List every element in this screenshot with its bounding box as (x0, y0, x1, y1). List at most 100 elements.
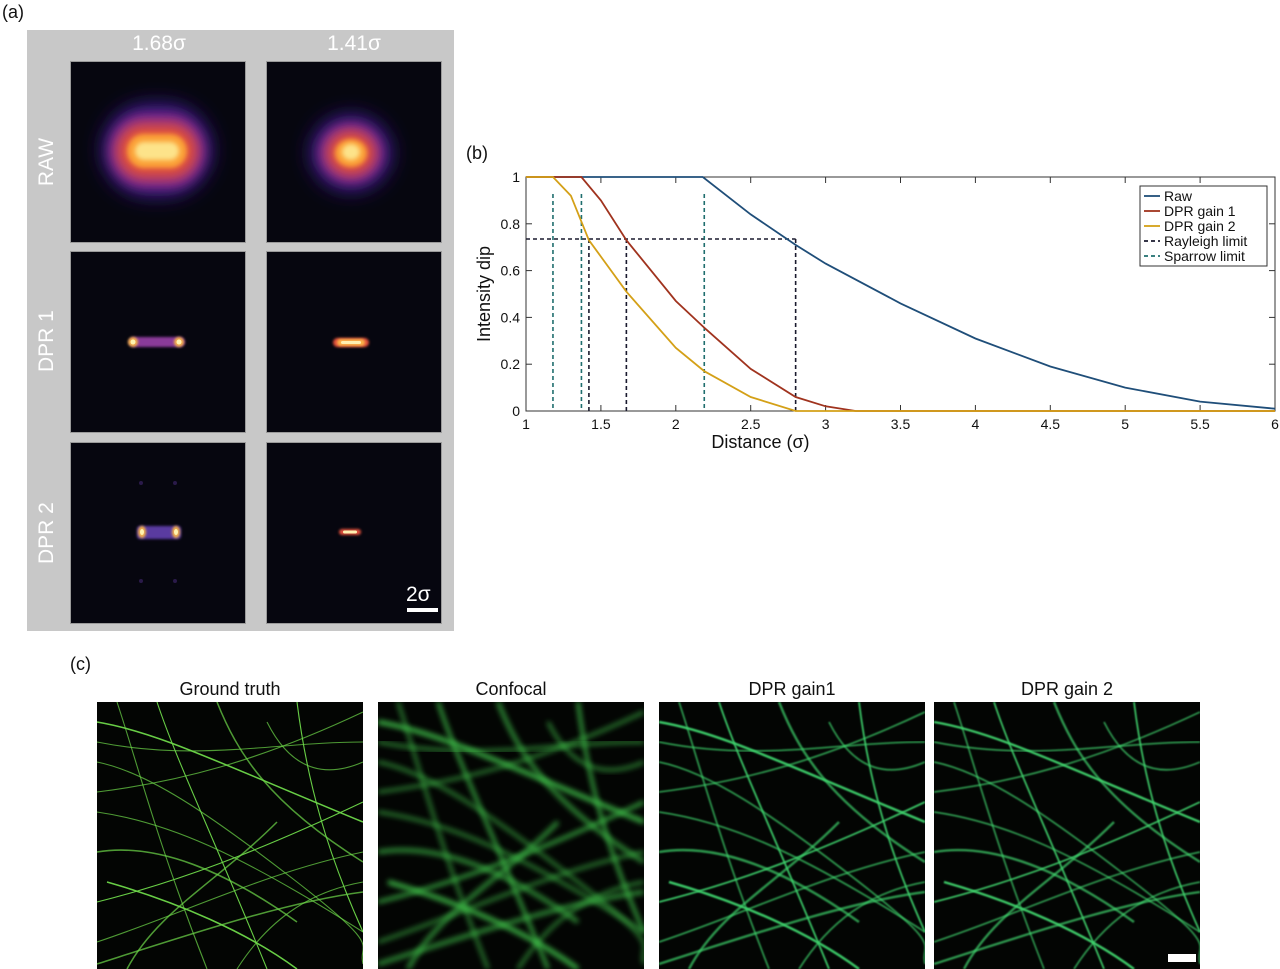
filament (659, 851, 925, 943)
filament (97, 801, 363, 903)
title-dpr-gain2: DPR gain 2 (1020, 679, 1114, 699)
filament (296, 702, 363, 933)
filament (678, 702, 770, 969)
filament (378, 850, 644, 944)
filament (97, 849, 298, 923)
filament (934, 741, 1200, 752)
x-tick-label: 5.5 (1190, 416, 1210, 432)
psf-image-dpr1-1 (70, 251, 246, 433)
filament (962, 821, 1115, 969)
row-heading-dpr2: DPR 2 (35, 502, 58, 564)
microscopy-dpr-gain1 (659, 702, 925, 969)
y-tick-label: 0 (512, 403, 520, 419)
x-tick-label: 4.5 (1041, 416, 1061, 432)
x-tick-label: 2.5 (741, 416, 761, 432)
y-tick-label: 0.6 (501, 263, 521, 279)
psf-image-raw-1 (70, 61, 246, 243)
row-heading-raw: RAW (35, 137, 58, 187)
filament (934, 711, 1200, 793)
column-heading-1: 1.68σ (132, 32, 186, 55)
filament (777, 702, 925, 864)
filament (576, 702, 644, 933)
filament (934, 848, 1135, 923)
y-tick-label: 0.2 (501, 356, 521, 372)
filament (659, 811, 925, 933)
x-tick-label: 5 (1121, 416, 1129, 432)
psf-image-dpr2-1 (70, 442, 246, 624)
filament (406, 820, 560, 969)
filament (378, 800, 644, 904)
legend-entry: Raw (1164, 188, 1193, 204)
y-tick-label: 1 (512, 169, 520, 185)
x-tick-label: 1 (522, 416, 530, 432)
filament (1133, 702, 1200, 933)
series-line-3 (526, 176, 1275, 412)
legend-entry: Sparrow limit (1164, 248, 1245, 264)
filament (659, 741, 925, 752)
intensity-dip-chart: 1 1.5 2 2.5 3 3.5 4 4.5 5 5.5 6 0 0.2 0.4 0.6 0.8 1 Dista… (474, 169, 1279, 452)
filament (106, 881, 298, 969)
title-ground-truth: Ground truth (179, 679, 281, 699)
title-confocal: Confocal (475, 679, 547, 699)
y-tick-label: 0.8 (501, 216, 521, 232)
filament (934, 801, 1200, 903)
x-tick-label: 2 (672, 416, 680, 432)
filament (668, 880, 860, 969)
legend-entry: DPR gain 1 (1164, 203, 1236, 219)
filament (546, 721, 644, 772)
panel-c-label: (c) (70, 654, 91, 674)
filament (378, 719, 644, 825)
x-tick-label: 6 (1271, 416, 1279, 432)
filament (97, 851, 363, 943)
filament (216, 702, 363, 863)
filament (378, 740, 644, 753)
filament (828, 721, 925, 771)
filament (97, 721, 363, 823)
psf-image-raw-2 (266, 61, 442, 243)
filament (934, 811, 1200, 933)
legend-box (1139, 185, 1268, 267)
filament (943, 880, 1135, 969)
scale-bar-label: 2σ (406, 583, 431, 606)
microscopy-dpr-gain2 (934, 702, 1200, 969)
filament (1103, 721, 1200, 771)
filament (97, 761, 363, 965)
filament (659, 890, 925, 966)
psf-image-dpr1-2 (266, 251, 442, 433)
filament (396, 702, 490, 969)
y-tick-label: 0.4 (501, 309, 521, 325)
x-axis-label: Distance (σ) (711, 432, 809, 452)
x-tick-label: 4 (972, 416, 980, 432)
microscopy-confocal (378, 702, 644, 969)
psf-image-dpr2-2 (266, 442, 442, 624)
filament (934, 761, 1200, 965)
filament (659, 801, 925, 903)
filament (378, 847, 580, 924)
scale-bar (407, 608, 438, 612)
legend-entry: DPR gain 2 (1164, 218, 1236, 234)
x-tick-label: 3 (822, 416, 830, 432)
row-heading-dpr1: DPR 1 (35, 310, 58, 372)
filament (97, 711, 363, 793)
filament (953, 702, 1045, 969)
filament (659, 720, 925, 824)
scale-bar-c (1168, 954, 1196, 962)
filament (387, 879, 580, 969)
filament (934, 890, 1200, 966)
filament (378, 810, 644, 934)
filament (266, 721, 363, 771)
filament (934, 851, 1200, 943)
panel-a-label: (a) (2, 2, 24, 22)
panel-b-label: (b) (466, 143, 488, 163)
filament (436, 702, 550, 969)
microscopy-ground-truth (97, 702, 363, 969)
filament (97, 741, 363, 752)
column-heading-2: 1.41σ (327, 32, 381, 55)
filament (687, 821, 840, 969)
x-tick-label: 3.5 (891, 416, 911, 432)
filament (659, 711, 925, 793)
filament (126, 821, 278, 969)
filament (495, 702, 644, 864)
filament (116, 702, 208, 969)
x-tick-label: 1.5 (591, 416, 611, 432)
